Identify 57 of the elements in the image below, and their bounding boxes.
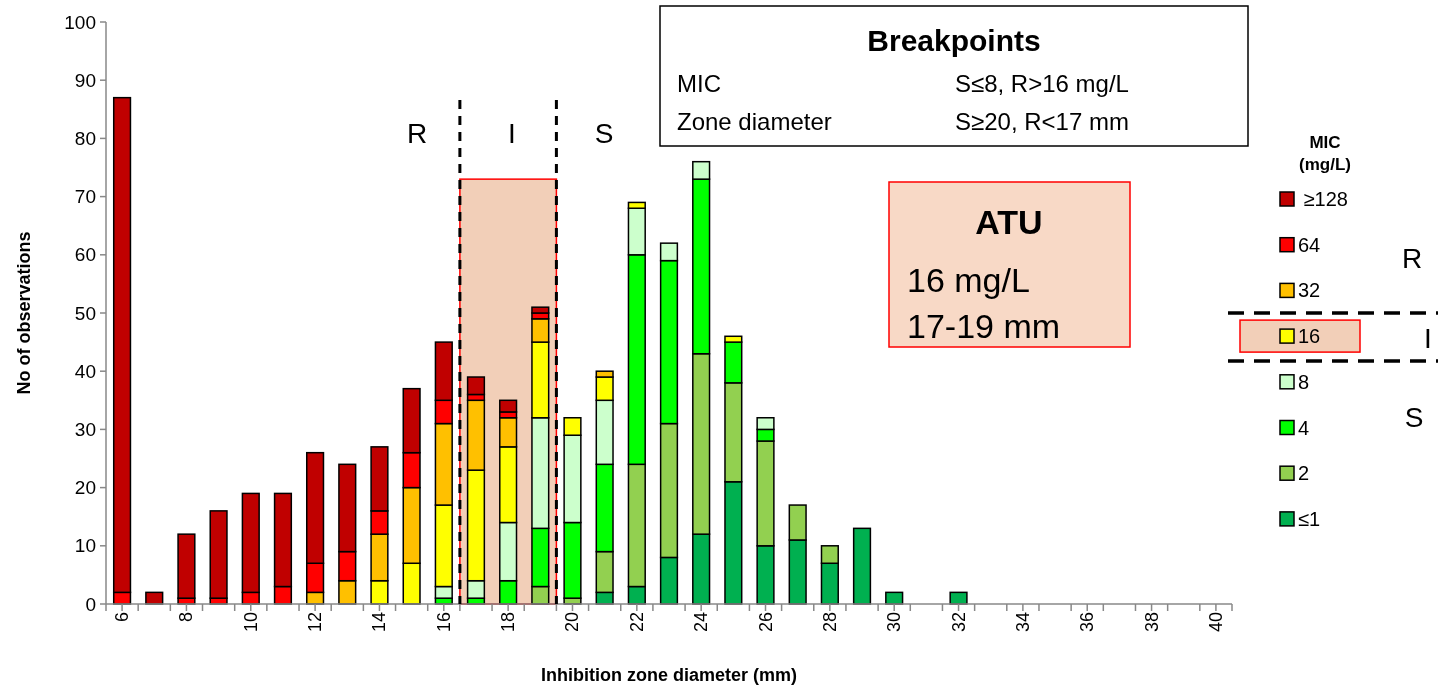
x-axis-title: Inhibition zone diameter (mm) bbox=[540, 665, 798, 685]
x-tick-label: 32 bbox=[948, 612, 969, 633]
y-tick-label: 80 bbox=[74, 128, 96, 150]
x-tick-label: 38 bbox=[1141, 612, 1162, 633]
annotation: MIC bbox=[677, 70, 721, 97]
annotation: S≤8, R>16 mg/L bbox=[955, 70, 1129, 97]
y-tick-label: 30 bbox=[74, 419, 96, 441]
legend-label: 16 bbox=[1298, 325, 1321, 348]
legend-label: 64 bbox=[1298, 233, 1321, 256]
legend-label: 32 bbox=[1298, 279, 1321, 302]
y-tick-label: 70 bbox=[74, 186, 96, 208]
annotation: Zone diameter bbox=[677, 108, 832, 135]
legend-label: ≤1 bbox=[1298, 507, 1321, 530]
x-tick-label: 26 bbox=[755, 612, 776, 633]
annotation: ATU bbox=[975, 203, 1043, 241]
text: I bbox=[1424, 323, 1432, 354]
y-tick-label: 10 bbox=[74, 535, 96, 557]
legend-label: 4 bbox=[1298, 416, 1310, 439]
x-tick-label: 10 bbox=[240, 612, 261, 633]
x-tick-label: 28 bbox=[819, 612, 840, 633]
x-tick-label: 14 bbox=[369, 612, 390, 633]
y-tick-label: 60 bbox=[74, 244, 96, 266]
bar bbox=[209, 510, 228, 599]
annotation: Breakpoints bbox=[867, 24, 1041, 57]
bar bbox=[852, 527, 872, 605]
x-tick-label: 18 bbox=[498, 612, 519, 633]
x-tick-label: 20 bbox=[562, 612, 583, 633]
x-tick-label: 22 bbox=[626, 612, 647, 633]
x-tick-label: 6 bbox=[112, 612, 133, 623]
annotation: S bbox=[594, 118, 614, 149]
legend-title: MIC (mg/L) bbox=[1299, 133, 1351, 174]
bar bbox=[177, 533, 196, 599]
text: R bbox=[1401, 243, 1423, 274]
legend-label: ≥128 bbox=[1298, 188, 1348, 210]
x-tick-label: 30 bbox=[884, 612, 905, 633]
annotation: I bbox=[508, 118, 516, 149]
x-tick-label: 12 bbox=[305, 612, 326, 633]
annotation: S≥20, R<17 mm bbox=[955, 108, 1129, 135]
y-tick-label: 100 bbox=[64, 11, 96, 33]
x-tick-label: 34 bbox=[1012, 612, 1033, 633]
legend-label: 2 bbox=[1298, 462, 1310, 485]
annotation: 17-19 mm bbox=[907, 307, 1061, 345]
y-axis-title: No of observations bbox=[14, 231, 34, 395]
x-tick-label: 8 bbox=[176, 612, 197, 623]
y-tick-label: 20 bbox=[74, 477, 96, 499]
annotation: R bbox=[406, 118, 428, 149]
y-tick-label: 90 bbox=[74, 69, 96, 91]
x-tick-label: 36 bbox=[1077, 612, 1098, 633]
y-tick-label: 50 bbox=[74, 302, 96, 324]
legend-label: 8 bbox=[1298, 370, 1310, 393]
text: S bbox=[1404, 402, 1424, 433]
y-tick-label: 40 bbox=[74, 360, 96, 382]
x-tick-label: 24 bbox=[691, 612, 712, 633]
x-tick-label: 16 bbox=[433, 612, 454, 633]
x-tick-label: 40 bbox=[1205, 612, 1226, 633]
y-tick-label: 0 bbox=[85, 593, 96, 615]
annotation: 16 mg/L bbox=[907, 261, 1030, 299]
